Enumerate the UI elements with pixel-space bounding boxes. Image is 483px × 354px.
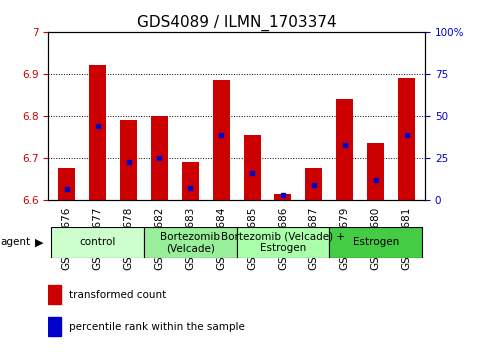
Text: ▶: ▶: [35, 238, 44, 247]
Bar: [398, 78, 415, 200]
Bar: [329, 227, 422, 258]
Text: agent: agent: [0, 238, 30, 247]
Text: Bortezomib
(Velcade): Bortezomib (Velcade): [160, 232, 220, 253]
Bar: [367, 143, 384, 200]
Bar: [51, 227, 144, 258]
Bar: [336, 99, 353, 200]
Title: GDS4089 / ILMN_1703374: GDS4089 / ILMN_1703374: [137, 14, 337, 30]
Text: Bortezomib (Velcade) +
Estrogen: Bortezomib (Velcade) + Estrogen: [221, 232, 345, 253]
Text: percentile rank within the sample: percentile rank within the sample: [69, 322, 245, 332]
Text: control: control: [80, 238, 116, 247]
Bar: [243, 135, 261, 200]
Bar: [58, 169, 75, 200]
Bar: [89, 65, 106, 200]
Text: Estrogen: Estrogen: [353, 238, 399, 247]
Bar: [274, 194, 291, 200]
Bar: [305, 169, 322, 200]
Bar: [48, 285, 61, 304]
Text: transformed count: transformed count: [69, 290, 166, 299]
Bar: [237, 227, 329, 258]
Bar: [48, 317, 61, 336]
Bar: [120, 120, 137, 200]
Bar: [144, 227, 237, 258]
Bar: [213, 80, 230, 200]
Bar: [182, 162, 199, 200]
Bar: [151, 116, 168, 200]
